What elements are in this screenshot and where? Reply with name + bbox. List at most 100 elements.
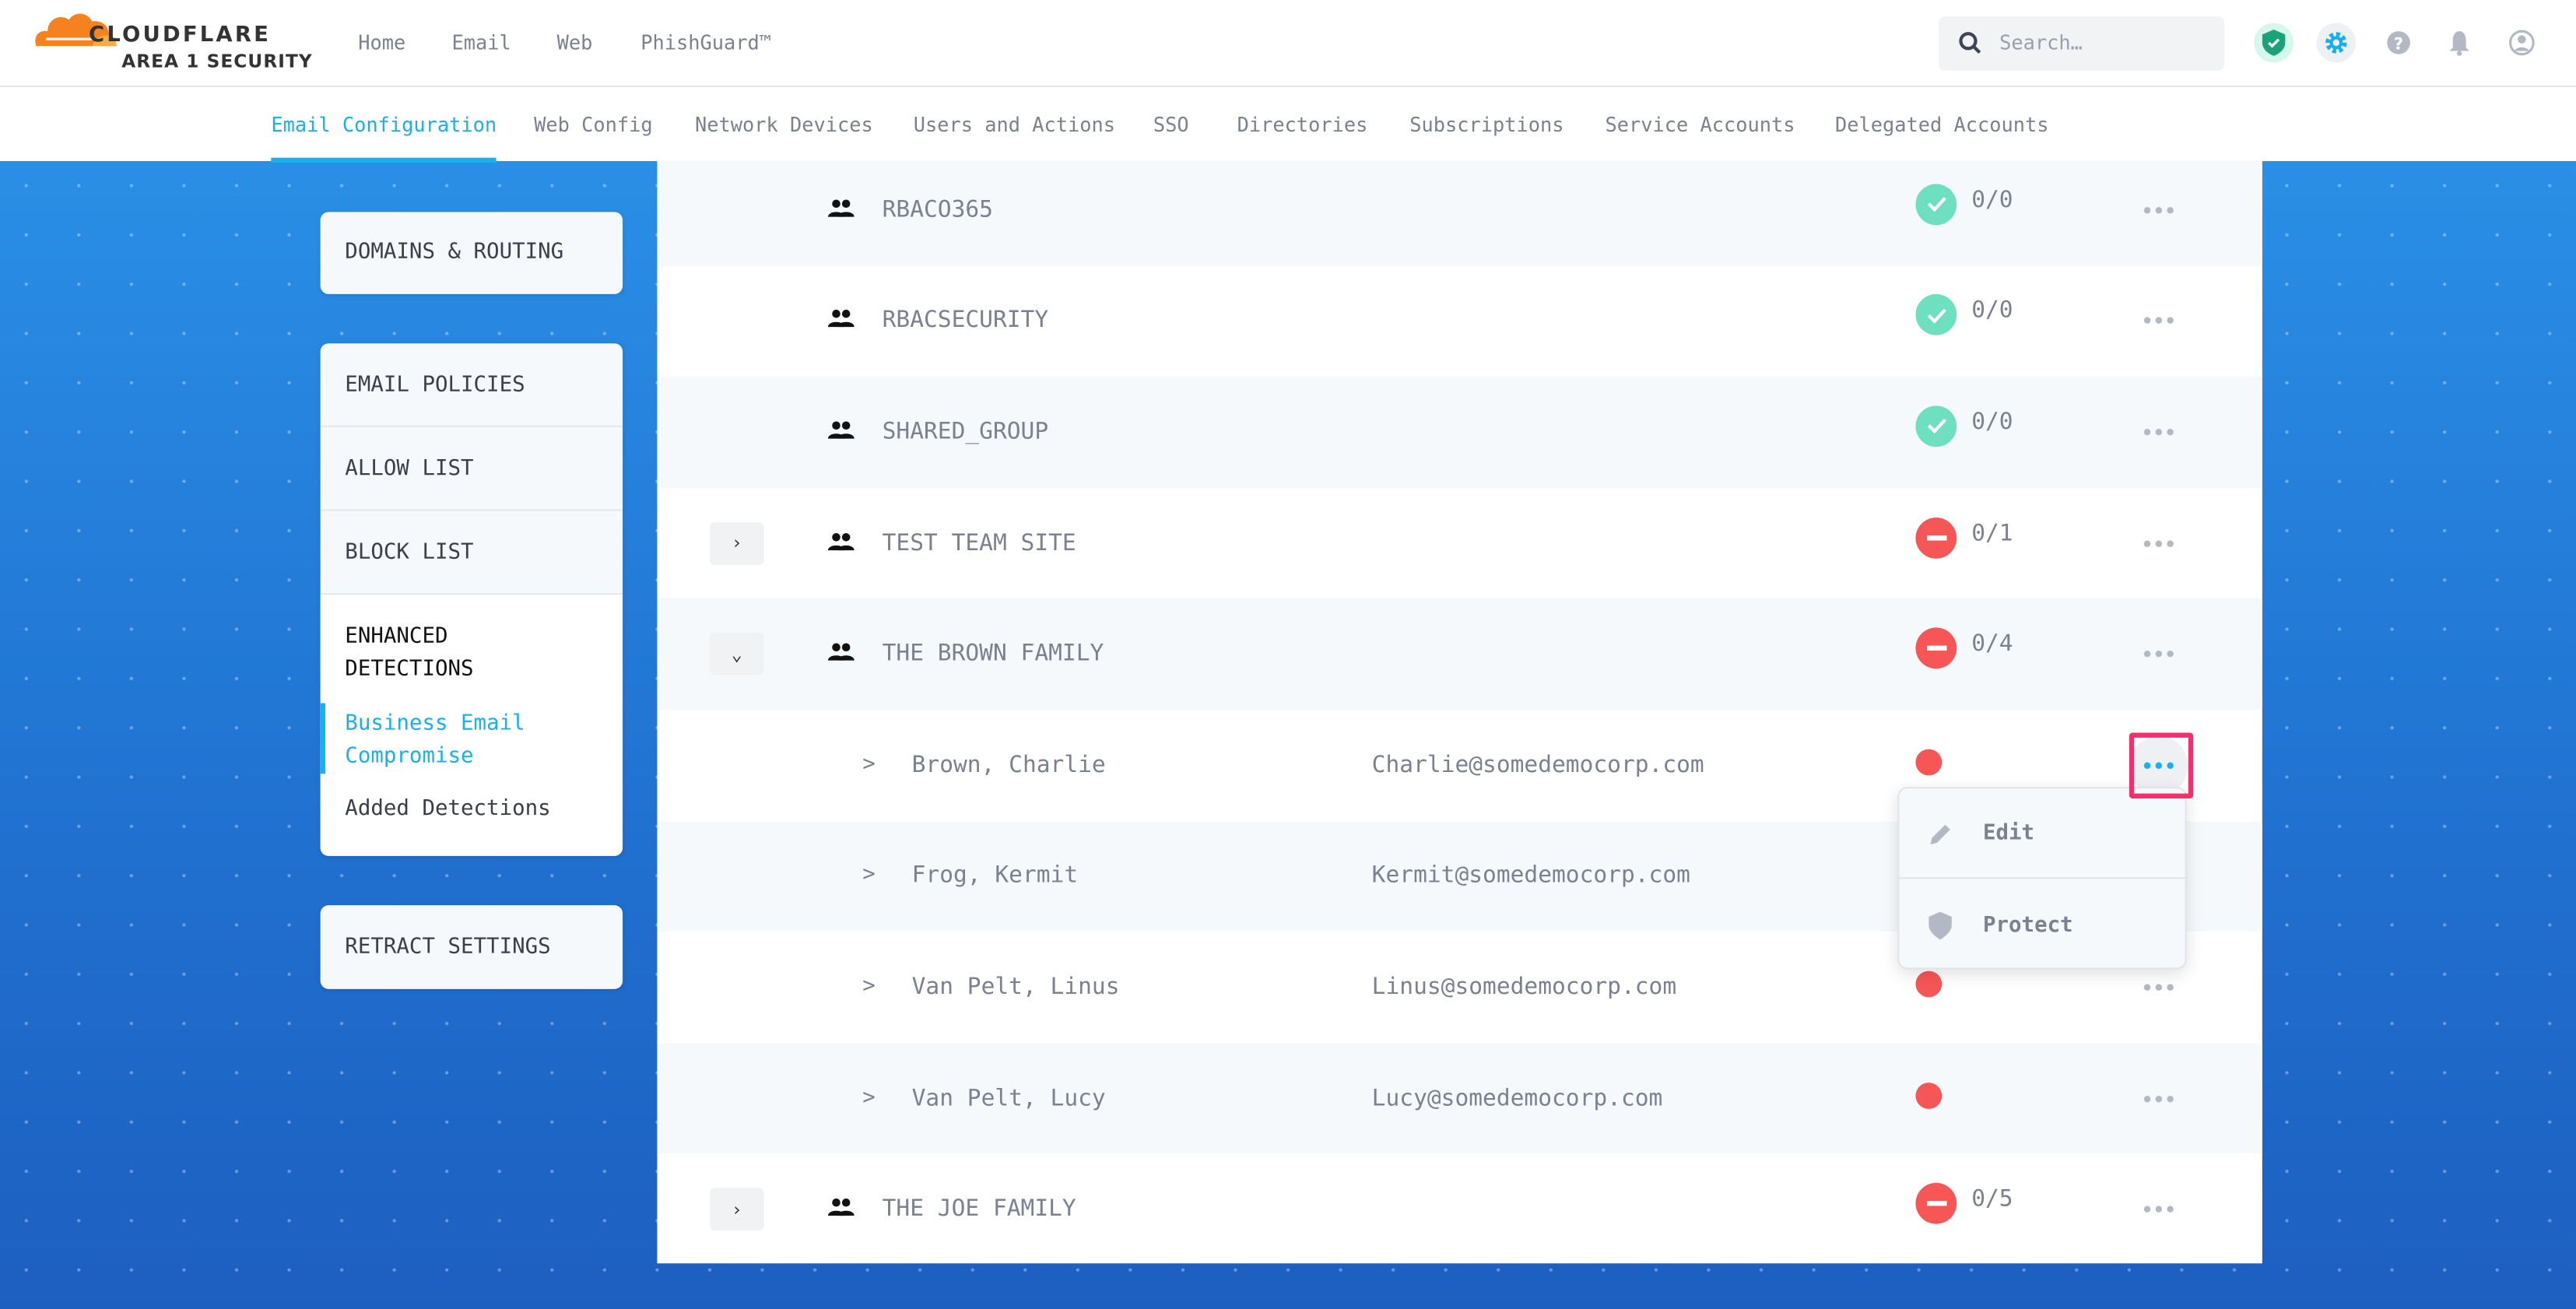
sidebar-item-block-list[interactable]: BLOCK LIST — [320, 511, 623, 595]
protected-count: 0/0 — [1971, 297, 2013, 325]
expand-user-arrow[interactable]: > — [862, 1085, 876, 1111]
group-row[interactable]: ⌄ THE BROWN FAMILY 0/4 — [657, 598, 2262, 710]
more-options-button[interactable] — [2129, 402, 2188, 461]
user-email: Lucy@somedemocorp.com — [1371, 1085, 1663, 1112]
more-options-button[interactable] — [2129, 625, 2188, 684]
menu-protect-label: Protect — [1982, 913, 2073, 939]
check-circle-icon — [1915, 294, 1957, 336]
expand-user-arrow[interactable]: > — [862, 752, 876, 777]
group-row[interactable]: RBACSECURITY 0/0 — [657, 265, 2262, 377]
brand-name: CLOUDFLARE — [88, 23, 272, 48]
pencil-icon — [1930, 824, 1950, 845]
user-icon[interactable] — [2502, 23, 2542, 63]
tab-network-devices[interactable]: Network Devices — [694, 113, 873, 137]
user-row[interactable]: > Brown, Charlie Charlie@somedemocorp.com — [657, 710, 2262, 821]
group-icon — [827, 304, 855, 335]
chevron-down-icon[interactable]: ⌄ — [709, 633, 764, 676]
user-email: Kermit@somedemocorp.com — [1371, 863, 1690, 890]
highlight-box — [2129, 732, 2194, 798]
tab-subscriptions[interactable]: Subscriptions — [1409, 113, 1564, 137]
top-bar: CLOUDFLARE AREA 1 SECURITY Home Email We… — [0, 0, 2576, 87]
product-name: AREA 1 SECURITY — [121, 51, 313, 72]
tab-users-and-actions[interactable]: Users and Actions — [913, 113, 1116, 137]
check-circle-icon — [1915, 184, 1957, 225]
group-icon — [827, 527, 855, 558]
nav-web[interactable]: Web — [556, 31, 593, 54]
menu-item-protect[interactable]: Protect — [1899, 880, 2188, 970]
group-row[interactable]: RBACO365 0/0 — [657, 160, 2262, 266]
protected-count: 0/4 — [1971, 631, 2013, 658]
menu-item-edit[interactable]: Edit — [1899, 788, 2188, 879]
blocked-circle-icon — [1915, 1183, 1957, 1225]
protected-count: 0/0 — [1971, 409, 2013, 436]
sidebar-item-domains-routing[interactable]: DOMAINS & ROUTING — [345, 240, 564, 265]
domains-card: DOMAINS & ROUTING — [320, 212, 623, 294]
sidebar-item-enhanced-detections[interactable]: ENHANCED DETECTIONS — [345, 624, 474, 683]
expand-user-arrow[interactable]: > — [862, 863, 876, 888]
tab-email-configuration[interactable]: Email Configuration — [271, 113, 497, 163]
shield-icon — [1928, 911, 1952, 940]
search-input[interactable]: Search… — [1938, 16, 2225, 71]
user-email: Linus@somedemocorp.com — [1371, 974, 1677, 1001]
group-row[interactable]: › TEST TEAM SITE 0/1 — [657, 488, 2262, 599]
group-name: RBACSECURITY — [882, 307, 1049, 335]
more-options-button[interactable] — [2129, 1069, 2188, 1128]
group-icon — [827, 637, 855, 669]
group-name: THE BROWN FAMILY — [882, 640, 1104, 668]
status-dot — [1915, 970, 1943, 998]
group-icon — [827, 194, 855, 225]
group-icon — [827, 1193, 855, 1224]
gear-icon[interactable] — [2316, 23, 2357, 63]
protected-count: 0/1 — [1971, 520, 2013, 547]
help-icon[interactable]: ? — [2379, 23, 2419, 63]
chevron-right-icon[interactable]: › — [709, 521, 764, 565]
more-options-button[interactable] — [2129, 514, 2188, 573]
search-icon — [1959, 32, 1981, 54]
user-row[interactable]: > Van Pelt, Linus Linus@somedemocorp.com — [657, 932, 2262, 1043]
tab-sso[interactable]: SSO — [1153, 113, 1189, 137]
group-name: THE JOE FAMILY — [882, 1196, 1076, 1223]
tab-delegated-accounts[interactable]: Delegated Accounts — [1834, 113, 2049, 137]
blocked-circle-icon — [1915, 517, 1957, 558]
tab-web-config[interactable]: Web Config — [534, 113, 653, 137]
row-actions-menu: Edit Protect — [1897, 787, 2188, 970]
check-circle-icon — [1915, 405, 1957, 447]
nav-phishguard[interactable]: PhishGuard™ — [640, 31, 772, 54]
sidebar-item-allow-list[interactable]: ALLOW LIST — [320, 427, 623, 511]
shield-check-icon[interactable] — [2254, 23, 2293, 63]
more-options-button[interactable] — [2129, 735, 2188, 795]
group-row[interactable]: › THE JOE FAMILY 0/5 — [657, 1154, 2262, 1264]
sidebar-item-added-detections[interactable]: Added Detections — [345, 796, 551, 822]
user-name: Brown, Charlie — [911, 752, 1106, 779]
expand-user-arrow[interactable]: > — [862, 974, 876, 999]
group-name: SHARED_GROUP — [882, 419, 1049, 446]
group-row[interactable]: SHARED_GROUP 0/0 — [657, 376, 2262, 488]
users-groups-table: RBACO365 0/0 RBACSECURITY 0/0 SHARED_GROUP 0/… — [657, 160, 2262, 1264]
more-options-button[interactable] — [2129, 958, 2188, 1017]
group-name: RBACO365 — [882, 196, 993, 223]
user-email: Charlie@somedemocorp.com — [1371, 752, 1704, 779]
retract-card: RETRACT SETTINGS — [320, 905, 623, 989]
active-indicator — [320, 703, 325, 774]
user-row[interactable]: > Van Pelt, Lucy Lucy@somedemocorp.com — [657, 1043, 2262, 1154]
nav-email[interactable]: Email — [451, 31, 511, 54]
chevron-right-icon[interactable]: › — [709, 1188, 764, 1231]
more-options-button[interactable] — [2129, 1180, 2188, 1239]
sidebar-item-retract-settings[interactable]: RETRACT SETTINGS — [345, 935, 551, 960]
config-tabs: Email Configuration Web Config Network D… — [0, 88, 2576, 163]
status-dot — [1915, 1082, 1943, 1109]
menu-edit-label: Edit — [1982, 821, 2035, 847]
bell-icon[interactable] — [2440, 23, 2479, 63]
nav-home[interactable]: Home — [358, 31, 406, 54]
tab-directories[interactable]: Directories — [1237, 113, 1368, 137]
more-options-button[interactable] — [2129, 291, 2188, 350]
blocked-circle-icon — [1915, 627, 1957, 669]
tab-service-accounts[interactable]: Service Accounts — [1605, 113, 1795, 137]
protected-count: 0/5 — [1971, 1186, 2013, 1213]
sidebar-item-business-email-compromise[interactable]: Business Email Compromise — [345, 711, 525, 769]
policies-card: EMAIL POLICIES ALLOW LIST BLOCK LIST ENH… — [320, 343, 623, 856]
group-name: TEST TEAM SITE — [882, 529, 1076, 556]
user-name: Frog, Kermit — [911, 863, 1079, 890]
more-options-button[interactable] — [2129, 181, 2188, 240]
sidebar-item-email-policies[interactable]: EMAIL POLICIES — [320, 343, 623, 427]
